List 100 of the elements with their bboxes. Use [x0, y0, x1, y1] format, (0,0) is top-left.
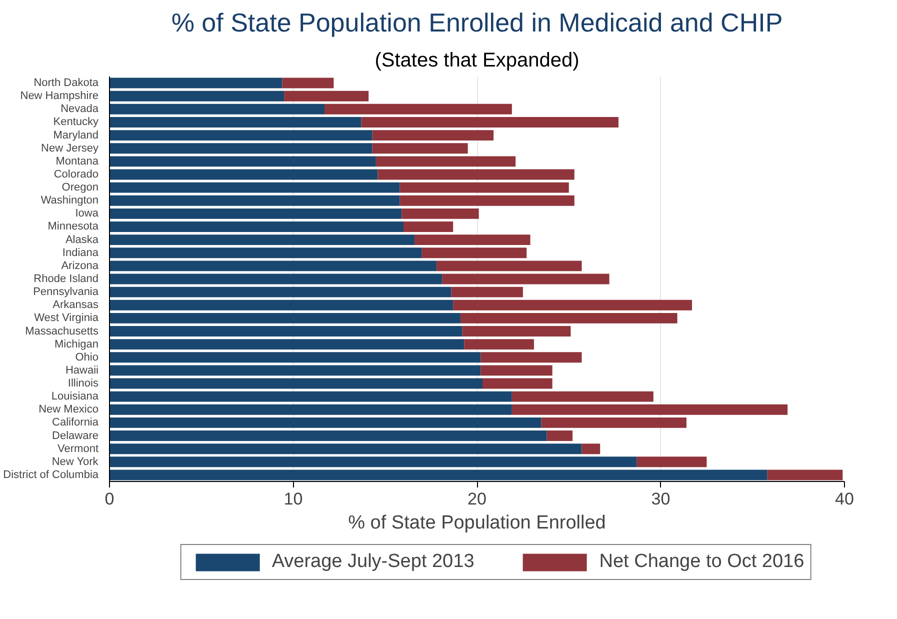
bar [414, 234, 530, 246]
x-tick-label: 20 [468, 490, 486, 508]
bar [110, 117, 362, 128]
bar [110, 352, 481, 363]
y-tick-label: Minnesota [48, 220, 100, 233]
bar [464, 339, 534, 350]
y-tick-label: Ohio [75, 351, 99, 364]
chart-title: % of State Population Enrolled in Medicaid and CHIP [171, 8, 783, 38]
bar [636, 456, 707, 468]
bar [110, 195, 400, 206]
bar [372, 143, 468, 154]
bar [582, 444, 600, 454]
bar [460, 312, 678, 324]
y-tick-label: District of Columbia [3, 468, 100, 481]
bar [110, 169, 378, 180]
bar [512, 404, 788, 415]
bar [767, 470, 843, 480]
y-tick-label: California [52, 416, 100, 429]
y-tick-label: Kentucky [53, 116, 99, 128]
y-tick-label: Illinois [68, 378, 99, 390]
bar [110, 143, 372, 154]
y-tick-label: New Mexico [38, 404, 98, 416]
bar [110, 274, 442, 284]
y-tick-label: Indiana [62, 246, 100, 259]
bar [422, 248, 527, 258]
bar [110, 339, 464, 350]
x-tick-label: 10 [284, 490, 303, 508]
bar [110, 391, 512, 402]
bar [404, 222, 454, 232]
bar [378, 169, 574, 180]
y-tick-label: Delaware [52, 430, 99, 442]
bar [442, 274, 610, 284]
bar [436, 260, 582, 272]
y-tick-label: North Dakota [34, 77, 100, 90]
y-tick-label: Michigan [54, 338, 99, 350]
bar [110, 104, 324, 114]
y-tick-label: Rhode Island [34, 273, 99, 285]
bar [284, 90, 369, 102]
bar [110, 130, 372, 141]
bar [451, 286, 523, 298]
bar [372, 130, 494, 141]
y-tick-label: Nevada [60, 103, 100, 116]
bar [512, 391, 654, 402]
bar [110, 286, 452, 298]
bar [110, 78, 282, 88]
bar [110, 444, 582, 454]
bar [110, 222, 404, 232]
bar [400, 182, 569, 193]
bar [110, 234, 415, 246]
bar [402, 208, 479, 219]
bar [110, 90, 284, 102]
x-tick-label: 0 [104, 490, 114, 508]
y-tick-label: Arkansas [52, 299, 99, 312]
y-tick-label: New Jersey [41, 142, 99, 154]
legend-label: Net Change to Oct 2016 [599, 551, 804, 573]
bar [110, 430, 547, 441]
bar [110, 156, 376, 167]
bar [110, 417, 542, 428]
bar [546, 430, 573, 441]
bar [110, 470, 768, 480]
bar [110, 365, 481, 376]
y-tick-label: Louisiana [51, 390, 100, 403]
bar [480, 352, 582, 363]
bar [110, 260, 437, 272]
bar [541, 417, 686, 428]
y-tick-label: Massachusetts [25, 325, 99, 338]
x-tick-label: 30 [651, 490, 670, 508]
y-tick-label: New Hampshire [20, 90, 99, 102]
bar [453, 300, 692, 310]
bar [110, 404, 512, 415]
bar [324, 104, 512, 114]
y-tick-label: Alaska [65, 234, 100, 246]
x-tick-label: 40 [835, 490, 854, 508]
bar [110, 312, 460, 324]
bar [110, 248, 422, 258]
bar [361, 117, 618, 128]
y-tick-label: Washington [40, 194, 99, 207]
bar [400, 195, 574, 206]
bar [482, 378, 552, 389]
bar [110, 378, 483, 389]
x-axis-title: % of State Population Enrolled [348, 512, 606, 534]
y-tick-label: Iowa [75, 208, 100, 220]
bar [462, 326, 571, 336]
y-tick-label: New York [52, 456, 99, 468]
y-tick-label: Vermont [58, 442, 99, 455]
y-tick-label: Colorado [54, 168, 98, 180]
bar [110, 182, 400, 193]
bar [110, 456, 637, 468]
y-tick-label: Arizona [61, 260, 100, 272]
bar [110, 326, 462, 336]
y-tick-label: Pennsylvania [33, 286, 100, 298]
y-tick-label: Montana [56, 155, 100, 168]
bar [282, 78, 334, 88]
legend-label: Average July-Sept 2013 [272, 551, 474, 573]
bar [480, 365, 552, 376]
y-tick-label: Maryland [53, 129, 99, 142]
y-tick-label: West Virginia [34, 312, 100, 324]
chart-subtitle: (States that Expanded) [374, 50, 580, 72]
bar [110, 208, 402, 219]
y-tick-label: Hawaii [65, 364, 99, 376]
